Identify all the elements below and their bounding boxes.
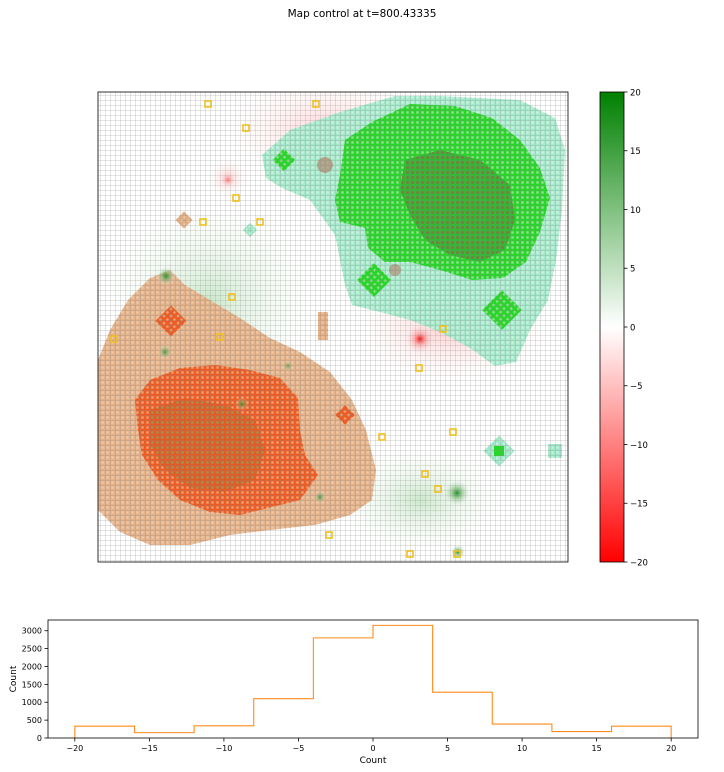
colorbar-tick-label: 5 — [630, 265, 635, 275]
resource-marker — [242, 124, 250, 132]
resource-marker — [256, 218, 264, 226]
resource-marker — [110, 335, 118, 343]
histogram-frame — [47, 619, 699, 739]
colorbar-tick-label: 0 — [630, 323, 635, 333]
map-frame — [97, 91, 569, 563]
map-plot — [98, 92, 568, 562]
histogram-x-ticks: −20 −15 −10 −5 0 5 10 15 20 — [66, 738, 676, 753]
resource-marker — [325, 531, 333, 539]
histogram-y-tick-label: 2000 — [22, 662, 42, 671]
colorbar-tick-label: 20 — [630, 88, 641, 98]
resource-marker — [453, 550, 461, 558]
colorbar-tick-label: −10 — [630, 441, 648, 451]
resource-marker — [378, 433, 386, 441]
histogram-x-tick-label: 15 — [592, 744, 602, 753]
histogram-x-tick-label: 5 — [445, 744, 450, 753]
resource-marker — [421, 470, 429, 478]
histogram: 0 500 1000 1500 2000 2500 3000 −20 −15 −10 −5 0 5 10… — [9, 619, 699, 766]
resource-marker — [216, 333, 224, 341]
resource-marker — [312, 100, 320, 108]
resource-marker — [406, 550, 414, 558]
resource-marker — [204, 100, 212, 108]
resource-marker — [415, 364, 423, 372]
colorbar-tick-label: −15 — [630, 500, 648, 510]
colorbar: 20 15 10 5 0 −5 −10 −15 −20 — [599, 88, 648, 568]
histogram-x-axis-label: Count — [360, 756, 387, 766]
histogram-y-tick-label: 0 — [37, 734, 42, 743]
resource-marker — [199, 218, 207, 226]
map-grid — [98, 92, 568, 562]
resource-markers — [110, 100, 461, 558]
histogram-x-tick-label: 20 — [666, 744, 676, 753]
histogram-x-tick-label: 0 — [370, 744, 375, 753]
resource-marker — [449, 428, 457, 436]
resource-marker — [232, 194, 240, 202]
histogram-y-tick-label: 500 — [27, 716, 42, 725]
resource-marker — [228, 293, 236, 301]
histogram-plot-area — [48, 620, 698, 738]
histogram-x-tick-label: −15 — [141, 744, 158, 753]
histogram-y-ticks: 0 500 1000 1500 2000 2500 3000 — [22, 627, 48, 743]
histogram-y-tick-label: 1500 — [22, 680, 42, 689]
histogram-step-line — [74, 624, 672, 738]
histogram-y-tick-label: 3000 — [22, 627, 42, 636]
histogram-y-axis-label: Count — [9, 665, 19, 692]
histogram-x-tick-label: 10 — [517, 744, 527, 753]
colorbar-bar — [599, 91, 625, 563]
histogram-x-tick-label: −10 — [215, 744, 232, 753]
colorbar-ticks: 20 15 10 5 0 −5 −10 −15 −20 — [624, 88, 648, 568]
colorbar-tick-label: 15 — [630, 147, 641, 157]
colorbar-tick-label: −20 — [630, 558, 648, 568]
histogram-y-tick-label: 1000 — [22, 698, 42, 707]
resource-marker — [439, 325, 447, 333]
histogram-x-tick-label: −20 — [66, 744, 83, 753]
histogram-y-tick-label: 2500 — [22, 645, 42, 654]
histogram-x-tick-label: −5 — [293, 744, 305, 753]
resource-marker — [434, 485, 442, 493]
figure-title: Map control at t=800.43335 — [288, 8, 437, 20]
colorbar-tick-label: 10 — [630, 206, 641, 216]
colorbar-tick-label: −5 — [630, 382, 643, 392]
